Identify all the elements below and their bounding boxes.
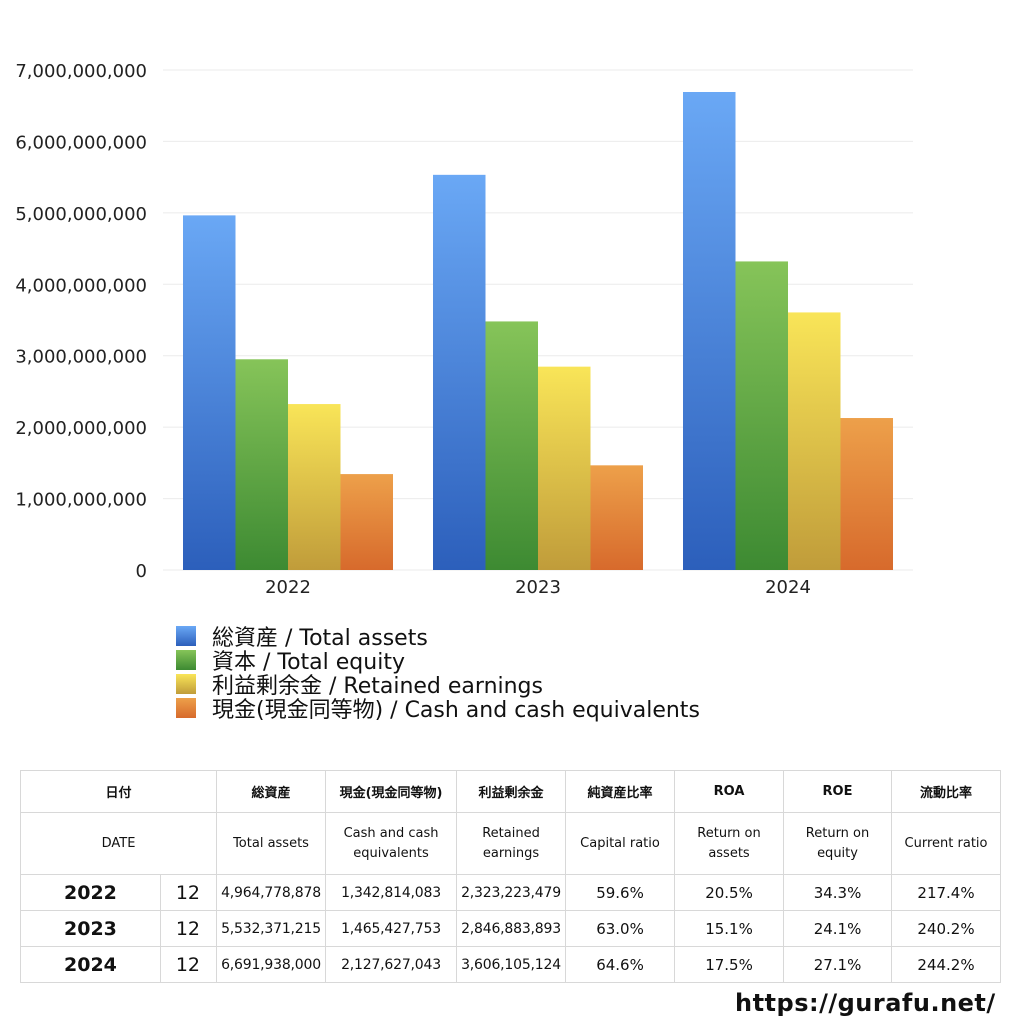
header-retained-jp: 利益剰余金 [456,770,567,813]
row-roa: 15.1% [674,910,785,947]
legend: 総資産 / Total assets 資本 / Total equity 利益剰… [176,624,700,723]
header-roa-jp: ROA [674,770,785,813]
table-header-en: DATE Total assets Cash and cash equivale… [19,812,1002,875]
bar-series-2-2024 [788,312,841,570]
legend-swatch-total-equity [176,650,196,670]
site-url[interactable]: https://gurafu.net/ [735,989,996,1017]
row-month: 12 [159,946,218,983]
table-row: 2023 12 5,532,371,215 1,465,427,753 2,84… [20,910,1002,947]
legend-label: 利益剰余金 / Retained earnings [212,674,543,699]
bar-series-0-2024 [683,92,736,570]
row-roe: 24.1% [783,910,893,947]
x-tick-label: 2023 [515,577,561,598]
row-cash: 1,342,814,083 [325,874,458,911]
bars [183,92,893,571]
legend-item-total-equity: 資本 / Total equity [176,648,700,675]
row-total-assets: 4,964,778,878 [216,874,327,911]
header-current-ratio-jp: 流動比率 [891,770,1002,813]
row-current-ratio: 217.4% [891,874,1002,911]
row-roe: 34.3% [783,874,893,911]
bar-series-3-2022 [340,474,393,570]
bar-series-1-2023 [485,321,538,570]
bar-series-2-2022 [288,404,341,570]
row-retained: 3,606,105,124 [456,946,567,983]
header-roe-en: Return on equity [783,812,893,875]
bar-series-1-2022 [235,359,288,570]
header-total-assets-jp: 総資産 [216,770,327,813]
y-tick-label: 7,000,000,000 [15,61,147,82]
x-tick-label: 2024 [765,577,811,598]
legend-swatch-cash [176,698,196,718]
legend-label: 総資産 / Total assets [212,626,428,651]
row-retained: 2,846,883,893 [456,910,567,947]
bar-series-3-2024 [840,418,893,570]
header-roe-jp: ROE [783,770,893,813]
y-tick-label: 2,000,000,000 [15,418,147,439]
y-tick-label: 0 [136,561,147,582]
row-retained: 2,323,223,479 [456,874,567,911]
metrics-table: 日付 総資産 現金(現金同等物) 利益剰余金 純資産比率 ROA ROE 流動比… [19,770,1002,983]
row-capital-ratio: 63.0% [565,910,676,947]
legend-label: 現金(現金同等物) / Cash and cash equivalents [212,698,700,723]
header-date-en: DATE [19,812,218,875]
header-capital-ratio-jp: 純資産比率 [565,770,676,813]
row-roa: 20.5% [674,874,785,911]
bar-series-0-2023 [433,174,486,570]
header-capital-ratio-en: Capital ratio [565,812,676,875]
y-tick-label: 4,000,000,000 [15,275,147,296]
y-axis-ticks: 0 1,000,000,000 2,000,000,000 3,000,000,000… [15,61,147,582]
x-tick-label: 2022 [265,577,311,598]
table-row: 2024 12 6,691,938,000 2,127,627,043 3,60… [20,946,1002,983]
row-year: 2022 [20,874,161,911]
legend-item-cash: 現金(現金同等物) / Cash and cash equivalents [176,696,700,723]
row-year: 2023 [20,910,161,947]
legend-label: 資本 / Total equity [212,650,405,675]
y-tick-label: 6,000,000,000 [15,132,147,153]
y-tick-label: 5,000,000,000 [15,204,147,225]
header-cash-en: Cash and cash equivalents [325,812,458,875]
row-month: 12 [159,910,218,947]
bar-series-3-2023 [590,465,643,570]
row-year: 2024 [20,946,161,983]
table-row: 2022 12 4,964,778,878 1,342,814,083 2,32… [20,874,1002,911]
row-cash: 2,127,627,043 [325,946,458,983]
header-date-jp: 日付 [19,770,218,813]
row-roe: 27.1% [783,946,893,983]
legend-item-retained-earnings: 利益剰余金 / Retained earnings [176,672,700,699]
row-month: 12 [159,874,218,911]
row-capital-ratio: 59.6% [565,874,676,911]
header-total-assets-en: Total assets [216,812,327,875]
row-total-assets: 6,691,938,000 [216,946,327,983]
row-current-ratio: 240.2% [891,910,1002,947]
y-tick-label: 3,000,000,000 [15,347,147,368]
header-roa-en: Return on assets [674,812,785,875]
header-retained-en: Retained earnings [456,812,567,875]
table-header-jp: 日付 総資産 現金(現金同等物) 利益剰余金 純資産比率 ROA ROE 流動比… [19,770,1002,813]
row-cash: 1,465,427,753 [325,910,458,947]
bar-series-1-2024 [735,261,788,570]
legend-item-total-assets: 総資産 / Total assets [176,624,700,651]
x-axis-ticks: 2022 2023 2024 [265,577,811,598]
y-tick-label: 1,000,000,000 [15,490,147,511]
bar-series-0-2022 [183,215,236,571]
legend-swatch-total-assets [176,626,196,646]
bar-series-2-2023 [538,366,591,570]
row-total-assets: 5,532,371,215 [216,910,327,947]
row-roa: 17.5% [674,946,785,983]
bar-chart: 0 1,000,000,000 2,000,000,000 3,000,000,000… [15,61,913,598]
row-current-ratio: 244.2% [891,946,1002,983]
header-cash-jp: 現金(現金同等物) [325,770,458,813]
row-capital-ratio: 64.6% [565,946,676,983]
legend-swatch-retained-earnings [176,674,196,694]
header-current-ratio-en: Current ratio [891,812,1002,875]
